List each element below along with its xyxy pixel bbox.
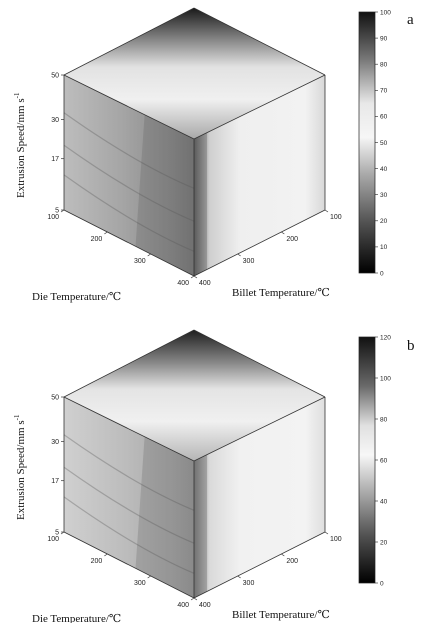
colorbar	[358, 336, 376, 584]
die-temperature-label: Die Temperature/℃	[32, 613, 121, 623]
die-tick-label: 200	[91, 558, 103, 565]
colorbar-tick-label: 100	[380, 9, 391, 16]
cube-edge	[193, 74, 326, 140]
billet-tick-mark	[193, 597, 198, 601]
speed-tick-label: 30	[51, 117, 59, 124]
top-face	[64, 8, 325, 139]
colorbar-tick-label: 120	[380, 334, 391, 341]
billet-tick-mark	[193, 275, 198, 279]
cube-edge	[193, 531, 326, 599]
billet-tick-mark	[281, 553, 285, 557]
cube-edge	[193, 209, 326, 277]
die-tick-mark	[190, 597, 195, 601]
panel-letter: a	[407, 12, 414, 28]
speed-tick-label: 17	[51, 478, 59, 485]
left-face-contour	[63, 434, 195, 511]
billet-tick-mark	[237, 253, 241, 257]
die-tick-mark	[60, 209, 65, 213]
left-face-contour	[63, 496, 195, 574]
colorbar-tick-label: 80	[380, 416, 388, 423]
billet-tick-label: 200	[286, 236, 298, 243]
panel-letter: b	[407, 338, 415, 354]
cube-edge	[193, 329, 326, 398]
colorbar-tick-label: 50	[380, 140, 388, 147]
colorbar-tick-label: 100	[380, 375, 391, 382]
cube-edge	[193, 7, 326, 76]
die-tick-mark	[147, 575, 151, 579]
die-tick-label: 100	[47, 214, 59, 221]
cube-edge	[63, 329, 195, 398]
speed-tick-label: 50	[51, 395, 59, 402]
billet-tick-label: 100	[330, 214, 342, 221]
cube-edge	[63, 74, 195, 140]
right-face-strip	[194, 454, 208, 598]
left-face-contour	[63, 112, 195, 189]
speed-tick-label: 17	[51, 156, 59, 163]
cube-edge	[63, 396, 195, 462]
extrusion-speed-label: Extrusion Speed/mm s-1	[13, 92, 27, 198]
left-face-shade	[135, 436, 194, 598]
left-face-shade	[135, 114, 194, 277]
billet-temperature-label: Billet Temperature/℃	[232, 287, 330, 299]
cube-edge	[63, 531, 195, 599]
colorbar-tick-label: 40	[380, 166, 388, 173]
right-face	[194, 397, 325, 598]
cube-edge	[63, 7, 195, 76]
cube-edge	[193, 396, 326, 462]
billet-tick-label: 400	[199, 602, 211, 609]
die-tick-label: 400	[177, 280, 189, 287]
colorbar-tick-label: 90	[380, 35, 388, 42]
left-face-contour	[63, 174, 195, 252]
die-tick-label: 100	[47, 536, 59, 543]
speed-tick-label: 5	[55, 530, 59, 537]
die-tick-label: 300	[134, 258, 146, 265]
billet-tick-label: 100	[330, 536, 342, 543]
billet-tick-mark	[237, 575, 241, 579]
colorbar-tick-label: 60	[380, 114, 388, 121]
speed-tick-label: 5	[55, 208, 59, 215]
speed-tick-label: 50	[51, 73, 59, 80]
colorbar	[358, 11, 376, 274]
die-temperature-label: Die Temperature/℃	[32, 291, 121, 303]
die-tick-mark	[104, 553, 108, 557]
colorbar-tick-label: 0	[380, 580, 384, 587]
left-face	[64, 397, 194, 598]
die-tick-mark	[147, 253, 151, 257]
billet-tick-mark	[281, 231, 285, 235]
die-tick-mark	[60, 531, 65, 535]
right-face-strip	[194, 132, 208, 276]
colorbar-tick-label: 20	[380, 539, 388, 546]
colorbar-tick-label: 40	[380, 498, 388, 505]
billet-tick-label: 300	[243, 258, 255, 265]
top-face	[64, 330, 325, 461]
colorbar-tick-label: 30	[380, 192, 388, 199]
speed-tick-label: 30	[51, 439, 59, 446]
billet-tick-mark	[324, 531, 329, 535]
die-tick-mark	[190, 275, 195, 279]
colorbar-tick-label: 80	[380, 62, 388, 69]
cube-edge	[63, 209, 195, 277]
colorbar-tick-label: 70	[380, 88, 388, 95]
colorbar-tick-label: 0	[380, 270, 384, 277]
billet-tick-label: 400	[199, 280, 211, 287]
left-face-contour	[63, 144, 195, 222]
billet-temperature-label: Billet Temperature/℃	[232, 609, 330, 621]
colorbar-tick-label: 10	[380, 244, 388, 251]
left-face	[64, 75, 194, 276]
die-tick-label: 200	[91, 236, 103, 243]
billet-tick-mark	[324, 209, 329, 213]
left-face-contour	[63, 466, 195, 544]
extrusion-speed-label: Extrusion Speed/mm s-1	[13, 414, 27, 520]
die-tick-label: 300	[134, 580, 146, 587]
billet-tick-label: 200	[286, 558, 298, 565]
billet-tick-label: 300	[243, 580, 255, 587]
colorbar-tick-label: 60	[380, 457, 388, 464]
colorbar-tick-label: 20	[380, 218, 388, 225]
die-tick-mark	[104, 231, 108, 235]
die-tick-label: 400	[177, 602, 189, 609]
right-face	[194, 75, 325, 276]
